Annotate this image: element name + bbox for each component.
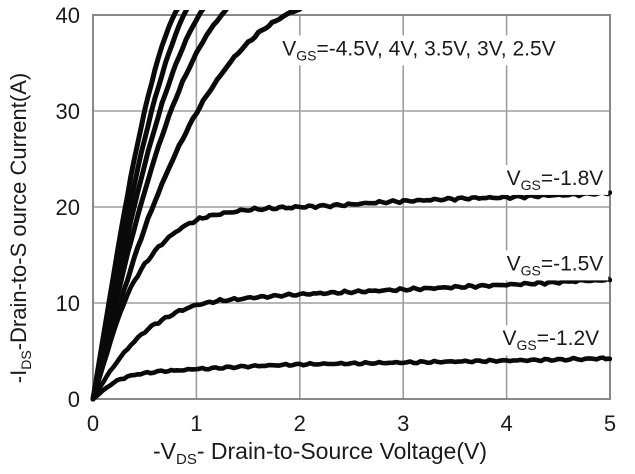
curves-group [90,10,612,402]
curve-vgs-2.5v [90,10,303,402]
y-tick-label-20: 20 [56,195,80,220]
vgs-1.8-label-backdrop [501,164,609,195]
x-tick-label-5: 5 [604,411,616,436]
vgs-1.5-label: VGS=-1.5V [507,252,604,278]
gridlines [93,15,610,399]
plot-border [92,14,611,400]
x-tick-label-1: 1 [190,411,202,436]
vgs-1.5-label-backdrop [501,250,609,281]
y-tick-label-10: 10 [56,291,80,316]
curve-vgs-1.2v [90,355,612,402]
curve-vgs-1.5v [90,276,612,402]
vgs-cluster-label: VGS=-4.5V, 4V, 3.5V, 3V, 2.5V [282,37,555,63]
x-axis-title: -VDS- Drain-to-Source Voltage(V) [153,438,487,468]
y-tick-label-0: 0 [68,387,80,412]
x-tick-label-2: 2 [294,411,306,436]
y-tick-label-40: 40 [56,3,80,28]
x-tick-label-4: 4 [500,411,512,436]
y-tick-label-30: 30 [56,99,80,124]
vgs-1.2-label-backdrop [497,325,605,356]
vgs-1.8-label: VGS=-1.8V [507,167,604,193]
curve-vgs-3v [90,10,229,402]
x-tick-label-3: 3 [397,411,409,436]
curve-vgs-1.8v [90,189,612,402]
vgs-1.2-label: VGS=-1.2V [502,327,599,353]
vgs-cluster-label-backdrop [277,35,561,66]
y-axis-title: -IDS-Drain-to-S ource Current(A) [6,73,34,383]
x-tick-label-0: 0 [87,411,99,436]
